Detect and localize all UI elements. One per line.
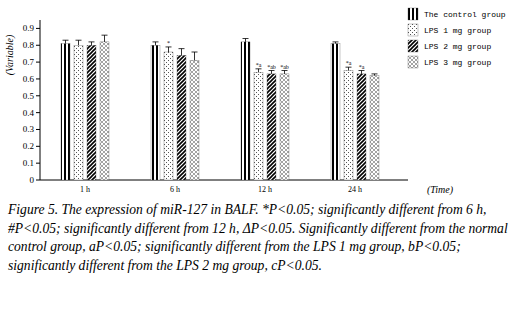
bar — [344, 71, 353, 180]
error-bar — [346, 67, 352, 70]
annotation: * — [167, 40, 170, 46]
legend-label: LPS 1 mg group — [424, 26, 491, 35]
bar — [370, 76, 379, 180]
y-tick — [36, 146, 40, 147]
y-tick — [36, 163, 40, 164]
y-tick-label: 0.7 — [23, 57, 35, 67]
bar — [87, 45, 96, 180]
error-bar — [359, 71, 365, 74]
legend-swatch — [408, 56, 418, 68]
error-bar — [192, 52, 198, 60]
bar — [61, 44, 70, 180]
annotation: *a — [256, 62, 262, 68]
bar — [280, 74, 289, 180]
x-tick-label: 12 h — [258, 185, 272, 194]
y-tick — [36, 62, 40, 63]
bar — [164, 52, 173, 180]
bar — [357, 74, 366, 180]
error-bar — [166, 47, 172, 52]
bar — [190, 60, 199, 180]
y-tick-label: 0.8 — [23, 40, 35, 50]
y-tick — [36, 45, 40, 46]
y-axis-label: (Variable) — [4, 34, 16, 75]
legend-swatch — [408, 24, 418, 36]
bar — [177, 55, 186, 180]
legend: The control group LPS 1 mg group LPS 2 mg … — [408, 8, 506, 68]
error-bar — [282, 71, 288, 74]
bar — [267, 74, 276, 180]
annotation: *ab — [267, 64, 276, 70]
y-tick-label: 0 — [30, 175, 35, 185]
bar — [74, 45, 83, 180]
y-tick-label: 0.5 — [23, 91, 35, 101]
y-tick — [36, 129, 40, 130]
y-tick-label: 0.3 — [23, 124, 35, 134]
legend-label: The control group — [424, 10, 506, 19]
x-tick-label: 24 h — [348, 185, 362, 194]
error-bar — [372, 74, 378, 76]
x-tick-label: 6 h — [170, 185, 180, 194]
error-bar — [153, 42, 159, 45]
error-bar — [333, 42, 339, 44]
y-tick-label: 0.6 — [23, 74, 35, 84]
y-tick-label: 0.9 — [23, 23, 35, 33]
error-bar — [269, 71, 275, 74]
legend-label: LPS 2 mg group — [424, 42, 491, 51]
y-tick — [36, 28, 40, 29]
legend-swatch — [408, 8, 418, 20]
caption: Figure 5. The expression of miR-127 in B… — [8, 201, 508, 275]
annotation: *ab — [280, 64, 289, 70]
y-tick-label: 0.4 — [23, 108, 35, 118]
bar — [241, 42, 250, 180]
annotation: *a — [346, 60, 352, 66]
x-axis-label: (Time) — [427, 184, 454, 196]
y-axis — [40, 20, 41, 180]
error-bar — [63, 40, 69, 43]
y-tick — [36, 112, 40, 113]
legend-label: LPS 3 mg group — [424, 58, 491, 67]
y-tick — [36, 78, 40, 79]
bar — [100, 42, 109, 180]
x-tick-label: 1 h — [80, 185, 90, 194]
error-bar — [243, 39, 249, 42]
legend-swatch — [408, 40, 418, 52]
error-bar — [76, 40, 82, 45]
bars — [61, 35, 379, 180]
bar — [151, 45, 160, 180]
y-tick-label: 0.2 — [23, 141, 34, 151]
y-tick — [36, 180, 40, 181]
error-bar — [179, 49, 185, 56]
bar — [331, 44, 340, 180]
annotation: *a — [359, 64, 365, 70]
y-tick — [36, 95, 40, 96]
error-bar — [89, 42, 95, 45]
error-bar — [256, 69, 262, 72]
bar — [254, 72, 263, 180]
error-bar — [102, 35, 108, 42]
y-tick-label: 0.1 — [23, 158, 34, 168]
